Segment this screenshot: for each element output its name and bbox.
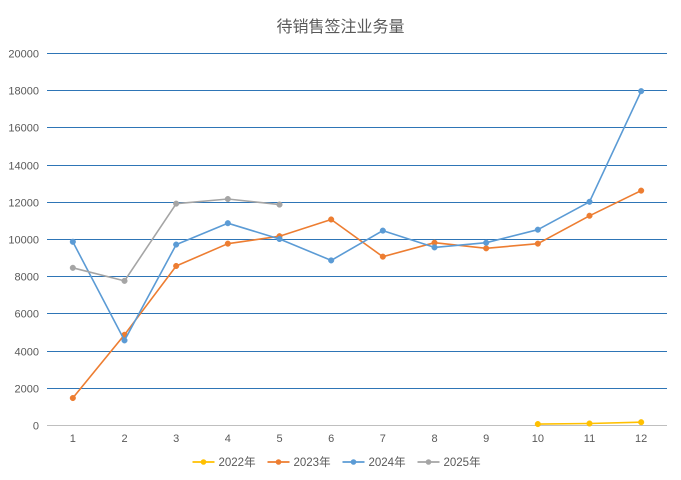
y-tick-label: 16000 — [8, 123, 39, 135]
data-point — [173, 262, 180, 270]
data-point — [638, 419, 645, 426]
x-tick-label: 4 — [225, 433, 231, 445]
y-tick-label: 6000 — [15, 309, 39, 321]
data-point — [534, 240, 541, 247]
data-point — [638, 187, 645, 194]
y-tick-label: 18000 — [8, 86, 39, 98]
gridlines — [47, 53, 667, 426]
data-point — [483, 239, 490, 246]
data-point — [69, 264, 76, 271]
x-tick-label: 2 — [121, 433, 127, 445]
series-line — [72, 189, 642, 399]
x-tick-label: 9 — [483, 433, 489, 445]
y-tick-label: 14000 — [8, 161, 39, 173]
legend-item: 2022年 — [192, 455, 256, 469]
x-tick-label: 3 — [173, 433, 179, 445]
x-tick-label: 5 — [276, 433, 282, 445]
x-axis-ticks: 1 2 3 4 5 6 7 8 9 10 11 12 — [70, 433, 648, 445]
y-tick-label: 12000 — [8, 198, 39, 210]
series-3 — [69, 88, 645, 344]
data-point — [586, 198, 593, 205]
data-point — [69, 238, 76, 245]
series-lines — [69, 88, 645, 428]
x-tick-label: 10 — [532, 433, 544, 445]
series-4 — [69, 195, 283, 284]
data-point — [534, 226, 541, 233]
data-point — [121, 337, 128, 344]
legend-swatch-marker — [425, 459, 432, 465]
legend-item: 2024年 — [342, 455, 406, 469]
data-point — [173, 241, 180, 248]
data-point — [173, 200, 180, 207]
data-point — [586, 212, 593, 219]
legend-item: 2025年 — [417, 455, 481, 469]
x-tick-label: 7 — [380, 433, 386, 445]
data-point — [586, 420, 593, 427]
legend-swatch-marker — [200, 459, 207, 465]
legend: 2022年 2023年 2024年 2025年 — [192, 455, 481, 469]
x-tick-label: 1 — [70, 433, 76, 445]
series-2 — [69, 187, 645, 402]
data-point — [638, 88, 645, 95]
data-point — [121, 277, 128, 284]
data-point — [224, 240, 231, 247]
data-point — [69, 394, 76, 402]
data-point — [224, 195, 231, 203]
legend-label: 2024年 — [369, 455, 406, 469]
data-point — [379, 227, 386, 234]
data-point — [328, 257, 335, 264]
y-axis-ticks: 0 2000 4000 6000 8000 10000 12000 14000 16000 180… — [8, 49, 39, 433]
x-tick-label: 8 — [431, 433, 437, 445]
data-point — [534, 421, 541, 428]
y-tick-label: 2000 — [15, 384, 39, 396]
chart-title: 待销售签注业务量 — [276, 17, 404, 36]
legend-label: 2022年 — [219, 455, 256, 469]
data-point — [276, 235, 283, 243]
y-tick-label: 8000 — [15, 272, 39, 284]
data-point — [224, 220, 231, 227]
legend-swatch-marker — [275, 459, 282, 465]
data-point — [379, 253, 386, 260]
x-tick-label: 6 — [328, 433, 334, 445]
legend-item: 2023年 — [267, 455, 331, 469]
x-tick-label: 11 — [584, 433, 595, 445]
x-tick-label: 12 — [635, 433, 647, 445]
series-1 — [534, 419, 645, 428]
data-point — [276, 201, 283, 208]
legend-label: 2025年 — [444, 455, 481, 469]
data-point — [483, 245, 490, 252]
data-point — [328, 216, 335, 223]
y-tick-label: 4000 — [15, 347, 39, 359]
data-point — [431, 244, 438, 251]
series-line — [72, 90, 642, 342]
y-tick-label: 0 — [33, 421, 39, 433]
legend-label: 2023年 — [294, 455, 331, 469]
y-tick-label: 10000 — [8, 235, 39, 247]
y-tick-label: 20000 — [8, 49, 39, 61]
legend-swatch-marker — [350, 459, 357, 465]
